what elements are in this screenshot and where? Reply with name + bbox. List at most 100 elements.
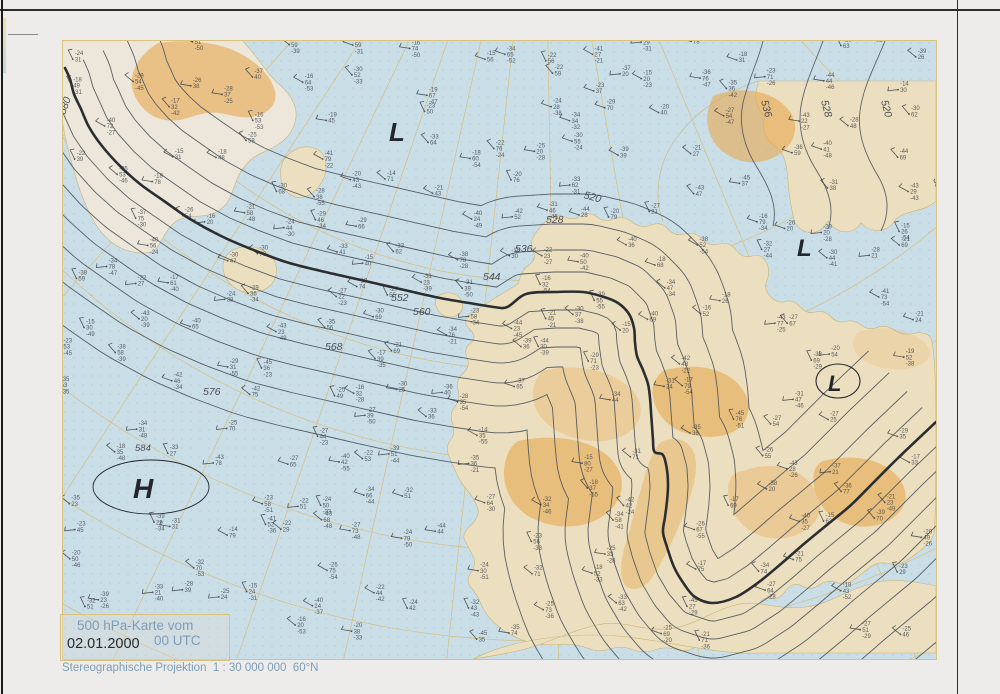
svg-text:-22: -22 bbox=[283, 521, 292, 527]
svg-text:-18: -18 bbox=[589, 480, 598, 486]
svg-text:-34: -34 bbox=[759, 226, 768, 232]
svg-text:38: 38 bbox=[316, 195, 323, 201]
svg-text:-37: -37 bbox=[832, 464, 841, 470]
svg-text:55: 55 bbox=[765, 454, 772, 460]
svg-text:-32: -32 bbox=[534, 566, 543, 572]
svg-text:58: 58 bbox=[471, 315, 478, 321]
svg-text:-41: -41 bbox=[325, 151, 334, 157]
svg-text:-20: -20 bbox=[923, 529, 932, 535]
svg-text:65: 65 bbox=[192, 325, 199, 331]
svg-text:51: 51 bbox=[391, 452, 398, 458]
svg-text:78: 78 bbox=[215, 461, 222, 467]
svg-text:-45: -45 bbox=[135, 86, 144, 92]
svg-text:-40: -40 bbox=[628, 237, 637, 243]
svg-text:56: 56 bbox=[533, 540, 540, 546]
svg-text:-36: -36 bbox=[702, 70, 711, 76]
svg-text:54: 54 bbox=[185, 214, 192, 220]
svg-text:79: 79 bbox=[611, 215, 618, 221]
svg-text:74: 74 bbox=[412, 47, 419, 53]
svg-text:74: 74 bbox=[359, 285, 366, 291]
svg-text:-54: -54 bbox=[460, 406, 469, 412]
svg-text:-18: -18 bbox=[218, 150, 227, 156]
svg-text:35: 35 bbox=[479, 434, 486, 440]
svg-text:28: 28 bbox=[789, 467, 796, 473]
svg-text:39: 39 bbox=[367, 414, 374, 420]
svg-text:40: 40 bbox=[365, 261, 372, 267]
svg-text:47: 47 bbox=[795, 398, 802, 404]
svg-text:-39: -39 bbox=[596, 292, 605, 298]
svg-text:-31: -31 bbox=[464, 280, 473, 286]
svg-text:-41: -41 bbox=[829, 262, 838, 268]
svg-text:-15: -15 bbox=[175, 149, 184, 155]
svg-text:-22: -22 bbox=[364, 451, 373, 457]
svg-text:29: 29 bbox=[283, 527, 290, 533]
svg-text:576: 576 bbox=[203, 386, 221, 398]
svg-text:-35: -35 bbox=[471, 455, 480, 461]
svg-text:-21: -21 bbox=[471, 468, 480, 474]
svg-text:39: 39 bbox=[464, 286, 471, 292]
svg-text:51: 51 bbox=[404, 494, 411, 500]
svg-text:-44: -44 bbox=[540, 338, 549, 344]
svg-text:-30: -30 bbox=[354, 67, 363, 73]
svg-text:30: 30 bbox=[480, 569, 487, 575]
svg-text:-22: -22 bbox=[77, 151, 86, 157]
svg-text:-21: -21 bbox=[595, 59, 604, 65]
svg-text:21: 21 bbox=[651, 210, 658, 216]
svg-text:-45: -45 bbox=[63, 351, 72, 357]
svg-text:25: 25 bbox=[399, 388, 406, 394]
svg-text:79: 79 bbox=[404, 536, 411, 542]
svg-text:-28: -28 bbox=[823, 237, 832, 243]
svg-text:79: 79 bbox=[325, 157, 332, 163]
svg-text:-50: -50 bbox=[195, 46, 204, 52]
svg-text:71: 71 bbox=[387, 177, 394, 183]
svg-text:-30: -30 bbox=[138, 223, 147, 229]
svg-text:-41: -41 bbox=[881, 289, 890, 295]
svg-text:70: 70 bbox=[229, 427, 236, 433]
svg-text:-55: -55 bbox=[479, 440, 488, 446]
svg-text:53: 53 bbox=[255, 119, 262, 125]
svg-text:64: 64 bbox=[430, 141, 437, 147]
svg-text:-36: -36 bbox=[701, 644, 710, 650]
svg-text:-32: -32 bbox=[543, 497, 552, 503]
svg-text:23: 23 bbox=[71, 502, 78, 508]
svg-text:59: 59 bbox=[291, 43, 298, 49]
svg-text:-51: -51 bbox=[736, 423, 745, 429]
svg-text:26: 26 bbox=[918, 55, 925, 61]
svg-text:-39: -39 bbox=[540, 351, 549, 357]
svg-text:27: 27 bbox=[764, 248, 771, 254]
svg-text:60: 60 bbox=[472, 157, 479, 163]
svg-text:-31: -31 bbox=[643, 47, 652, 53]
svg-text:-25: -25 bbox=[248, 132, 257, 138]
svg-text:39: 39 bbox=[185, 588, 192, 594]
svg-text:-21: -21 bbox=[548, 323, 557, 329]
svg-text:-30: -30 bbox=[829, 250, 838, 256]
svg-text:-43: -43 bbox=[471, 612, 480, 618]
svg-text:52: 52 bbox=[906, 355, 913, 361]
svg-text:-46: -46 bbox=[543, 509, 552, 515]
svg-text:20: 20 bbox=[823, 231, 830, 237]
svg-text:-48: -48 bbox=[139, 434, 148, 440]
svg-text:47: 47 bbox=[230, 259, 237, 265]
svg-text:-26: -26 bbox=[765, 448, 774, 454]
svg-text:-41: -41 bbox=[268, 516, 277, 522]
svg-text:-43: -43 bbox=[141, 311, 150, 317]
svg-text:-23: -23 bbox=[77, 522, 86, 528]
svg-text:44: 44 bbox=[376, 591, 383, 597]
svg-text:528: 528 bbox=[546, 214, 564, 226]
svg-text:-42: -42 bbox=[514, 209, 523, 215]
svg-text:78: 78 bbox=[693, 41, 700, 45]
svg-text:-27: -27 bbox=[651, 204, 660, 210]
svg-text:-23: -23 bbox=[471, 308, 480, 314]
svg-text:-18: -18 bbox=[472, 150, 481, 156]
svg-text:75: 75 bbox=[138, 216, 145, 222]
svg-text:-24: -24 bbox=[553, 99, 562, 105]
svg-text:75: 75 bbox=[698, 567, 705, 573]
svg-text:55: 55 bbox=[596, 298, 603, 304]
svg-text:-34: -34 bbox=[572, 113, 581, 119]
svg-text:-19: -19 bbox=[429, 87, 438, 93]
svg-text:37: 37 bbox=[742, 182, 749, 188]
svg-text:-52: -52 bbox=[843, 595, 852, 601]
svg-text:20: 20 bbox=[769, 487, 776, 493]
svg-text:-40: -40 bbox=[474, 211, 483, 217]
svg-text:-44: -44 bbox=[437, 523, 446, 529]
